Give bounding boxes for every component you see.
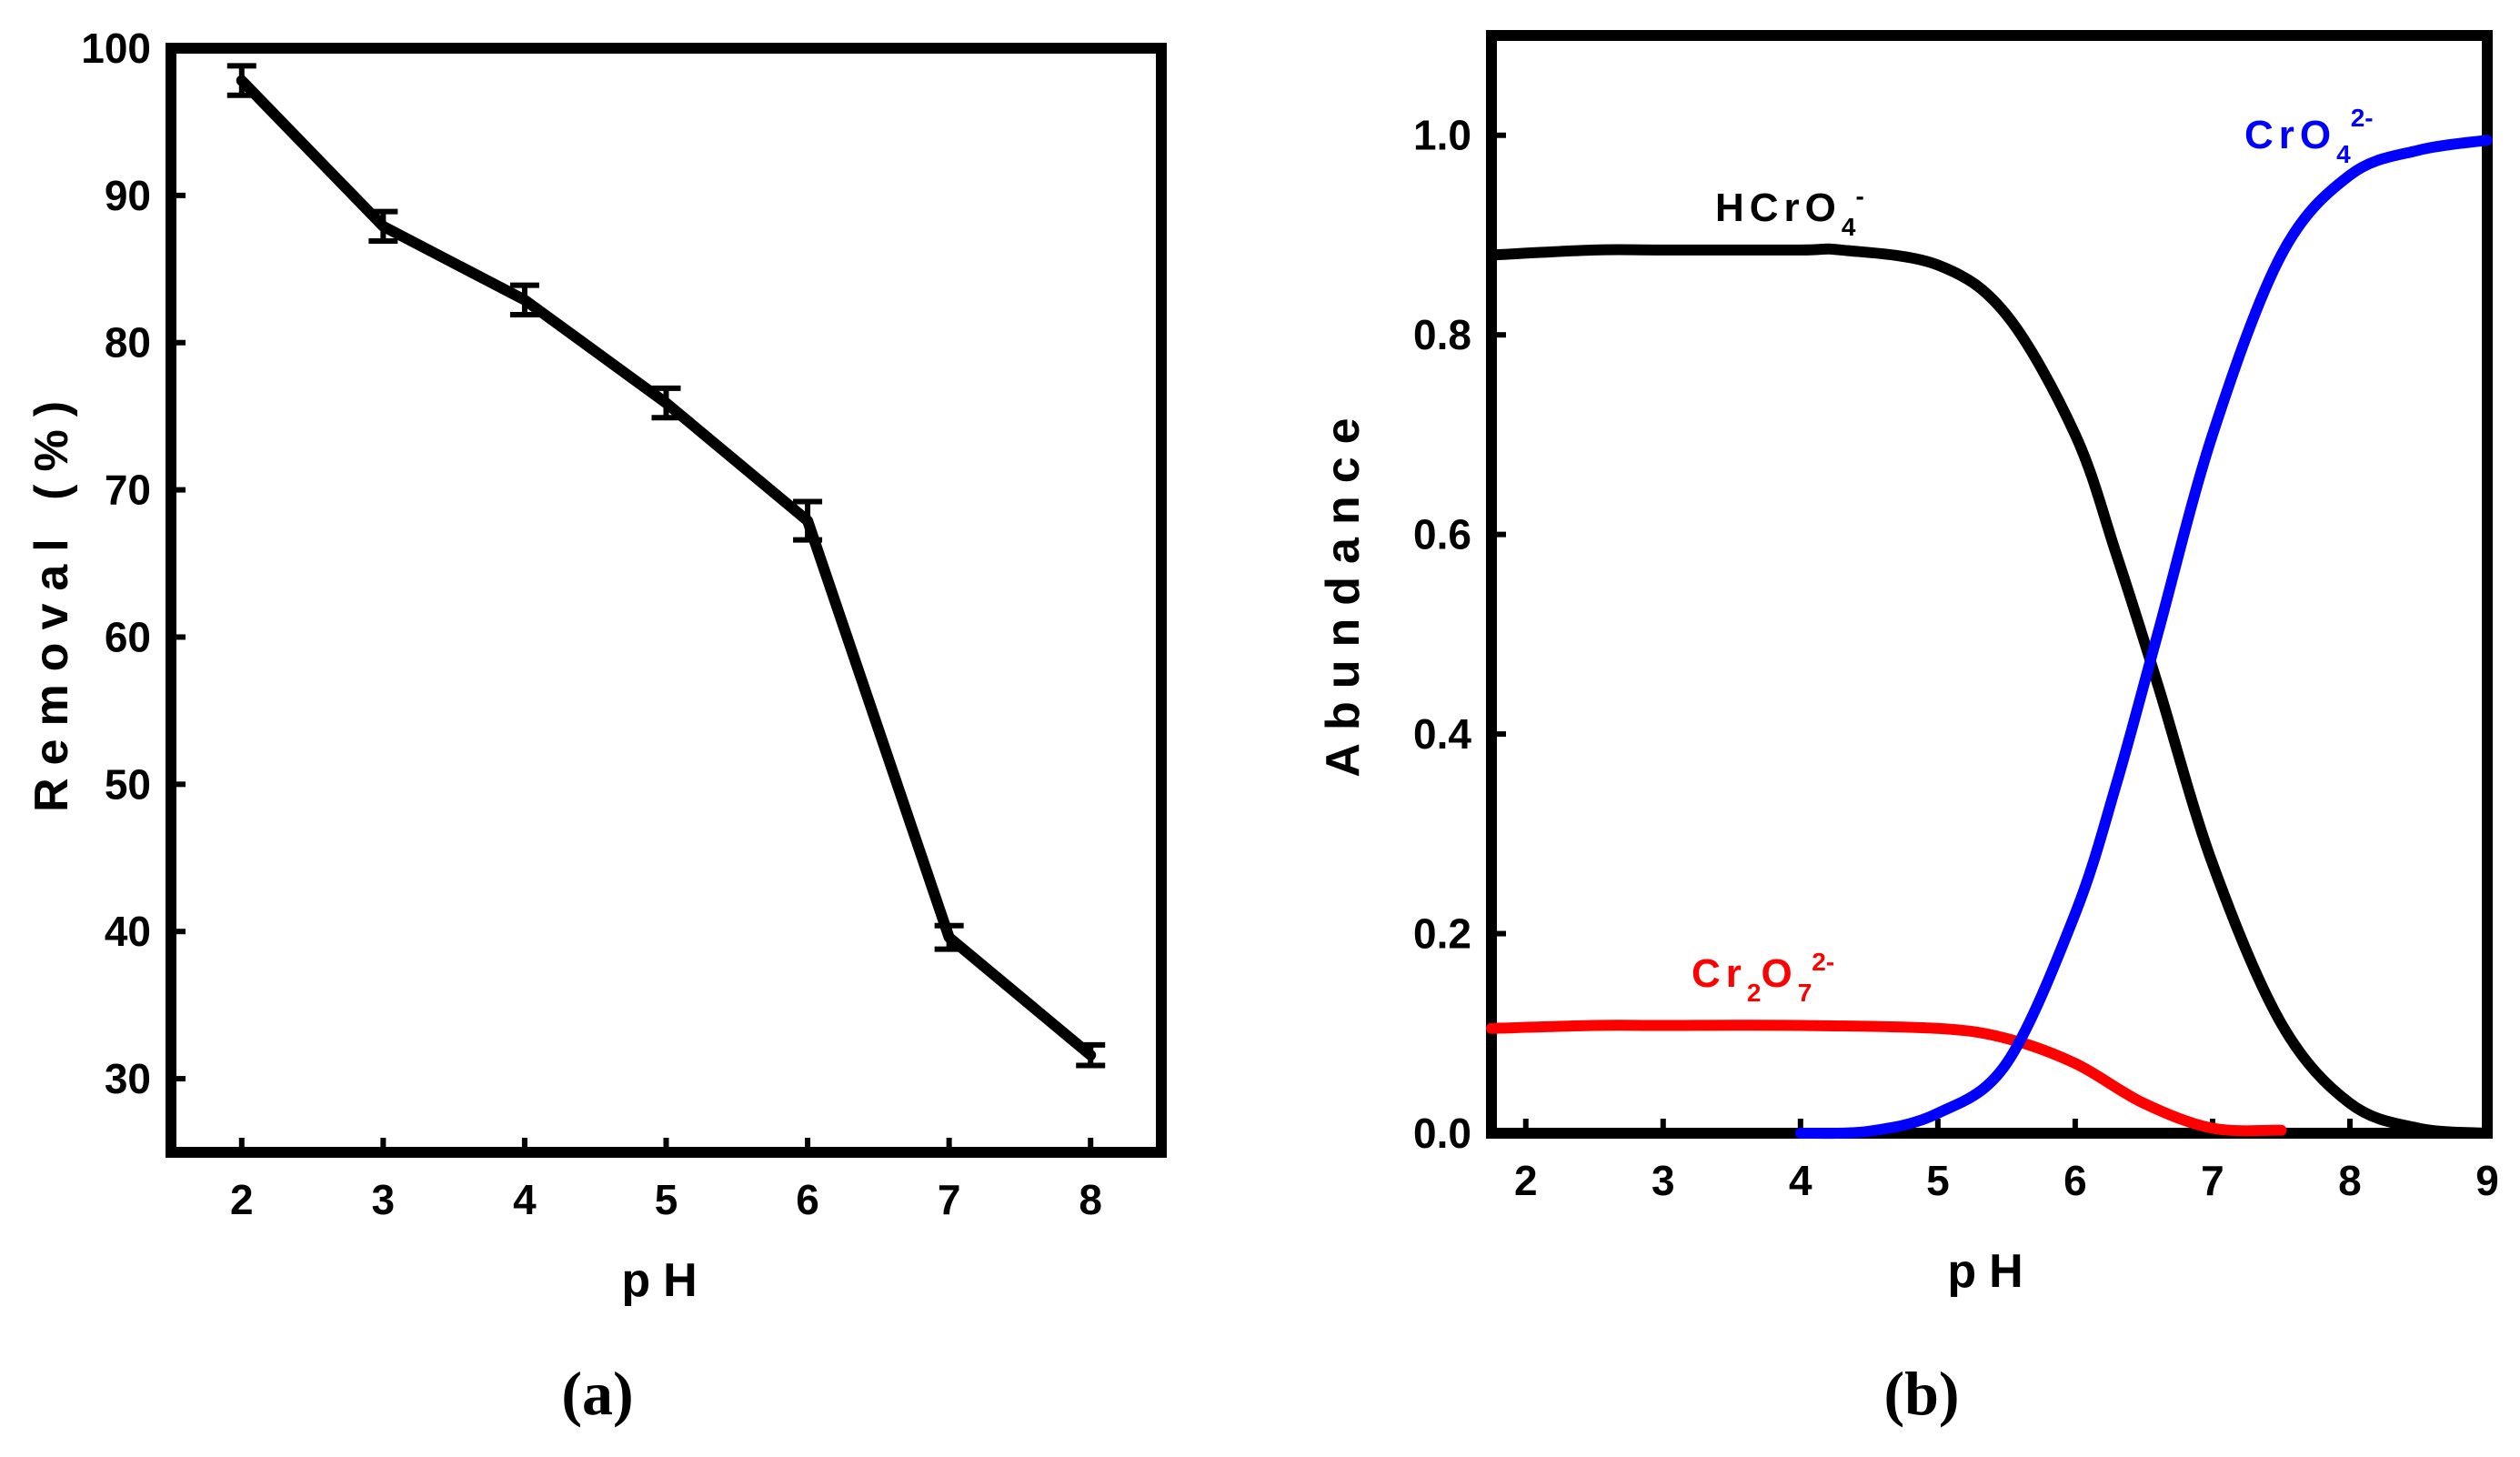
b-ytick-label: 0.0 [1413,1110,1471,1157]
a-ytick-label: 40 [105,908,151,955]
b-series-line-1 [1486,1020,2287,1137]
b-series-line-0 [1486,243,2493,1139]
a-ytick-label: 50 [105,760,151,808]
b-ytick-label: 1.0 [1413,112,1471,159]
b-xtick-label: 8 [2338,1157,2362,1204]
a-xtick-label: 8 [1079,1176,1102,1223]
b-ytick-label: 0.4 [1413,710,1471,758]
a-xtick-label: 3 [372,1176,396,1223]
b-xtick-label: 4 [1789,1157,1812,1204]
b-ytick-label: 0.6 [1413,511,1471,558]
a-series-line-0 [236,75,1097,1061]
a-xtick-label: 2 [230,1176,254,1223]
chart-a: 2 3 4 5 6 7 8 30 40 50 60 70 80 90 100 pH Removal (%)… [25,25,1167,1428]
label-cr2o7: Cr2O72- [1692,948,1834,1007]
b-ytick-label: 0.8 [1413,311,1471,358]
label-hcro4: HCrO4- [1715,182,1864,241]
a-xtick-label: 4 [513,1176,537,1223]
b-xtick-label: 7 [2201,1157,2224,1204]
chart-b: 2 3 4 5 6 7 8 9 0.0 0.2 0.4 0.6 0.8 1.0 HCrO4- Cr2O7… [1317,30,2499,1428]
chart-a-ylabel: Removal (%) [25,388,78,812]
b-xtick-label: 2 [1514,1157,1538,1204]
b-xtick-label: 6 [2063,1157,2087,1204]
chart-a-panel-label: (a) [561,1359,633,1428]
a-ytick-label: 80 [105,319,151,367]
a-xtick-label: 6 [796,1176,819,1223]
a-ytick-label: 70 [105,467,151,514]
a-xtick-label: 5 [655,1176,678,1223]
b-xtick-label: 5 [1926,1157,1950,1204]
a-ytick-label: 100 [81,25,151,72]
chart-b-ylabel: Abundance [1317,405,1370,777]
b-xtick-label: 3 [1652,1157,1675,1204]
b-series-line-2 [1794,135,2493,1140]
chart-b-frame [1486,30,2493,1139]
chart-b-xlabel: pH [1947,1245,2035,1298]
chart-a-xlabel: pH [621,1254,709,1307]
a-ytick-label: 60 [105,613,151,660]
a-ytick-label: 90 [105,172,151,219]
a-ytick-label: 30 [105,1055,151,1102]
b-xtick-label: 9 [2475,1157,2499,1204]
chart-b-panel-label: (b) [1883,1359,1959,1428]
b-ytick-label: 0.2 [1413,910,1471,958]
a-xtick-label: 7 [938,1176,961,1223]
label-cro4: CrO42- [2244,104,2374,168]
